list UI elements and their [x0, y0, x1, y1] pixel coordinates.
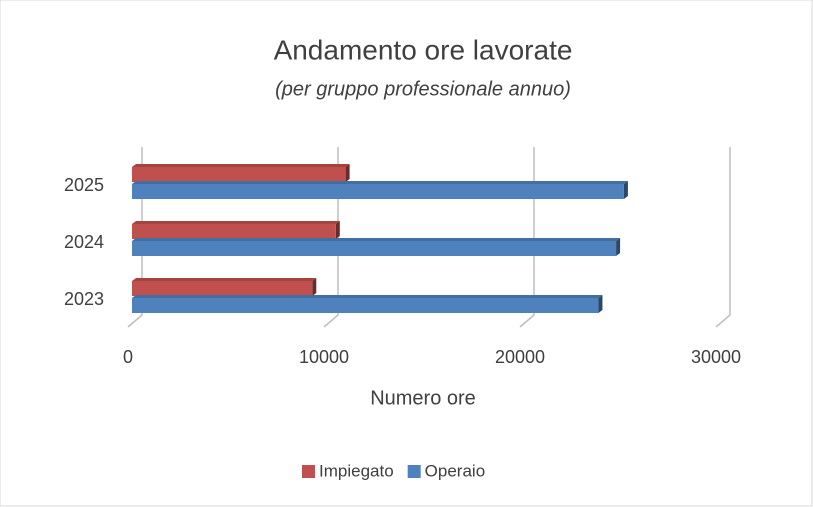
bar-side — [616, 238, 621, 256]
x-tick-label: 20000 — [495, 347, 545, 367]
y-tick-label: 2024 — [64, 232, 104, 252]
bar-top — [132, 278, 317, 281]
bar-side — [335, 221, 340, 239]
grid-line — [519, 147, 535, 328]
chart-subtitle: (per gruppo professionale annuo) — [275, 78, 571, 100]
bar — [132, 164, 350, 182]
legend-label: Operaio — [425, 461, 485, 480]
bar-front — [132, 281, 313, 296]
grid-line — [127, 147, 143, 328]
x-tick-label: 10000 — [299, 347, 349, 367]
bar-front — [132, 241, 617, 256]
legend-label: Impiegato — [319, 461, 394, 480]
bar-front — [132, 224, 336, 239]
x-axis-label: Numero ore — [370, 387, 476, 409]
y-tick-label: 2025 — [64, 175, 104, 195]
bar — [132, 238, 621, 256]
bar — [132, 181, 628, 199]
x-tick-label: 30000 — [691, 347, 741, 367]
bar-top — [132, 181, 628, 184]
chart-title: Andamento ore lavorate — [274, 34, 573, 65]
bar — [132, 221, 340, 239]
legend-swatch — [407, 465, 421, 478]
x-tick-label: 0 — [123, 347, 133, 367]
bar-front — [132, 184, 624, 199]
bar-side — [345, 164, 350, 182]
bar-top — [132, 164, 350, 167]
bar-side — [598, 295, 603, 313]
bar-front — [132, 298, 599, 313]
bar — [132, 295, 603, 313]
y-tick-label: 2023 — [64, 289, 104, 309]
bar-front — [132, 167, 346, 182]
grid-line — [715, 147, 731, 328]
bar-side — [623, 181, 628, 199]
bar — [132, 278, 317, 296]
bar-side — [312, 278, 317, 296]
bar-top — [132, 221, 340, 224]
legend-swatch — [302, 465, 315, 478]
bar-top — [132, 295, 603, 298]
grid-line — [323, 147, 339, 328]
bar-top — [132, 238, 621, 241]
